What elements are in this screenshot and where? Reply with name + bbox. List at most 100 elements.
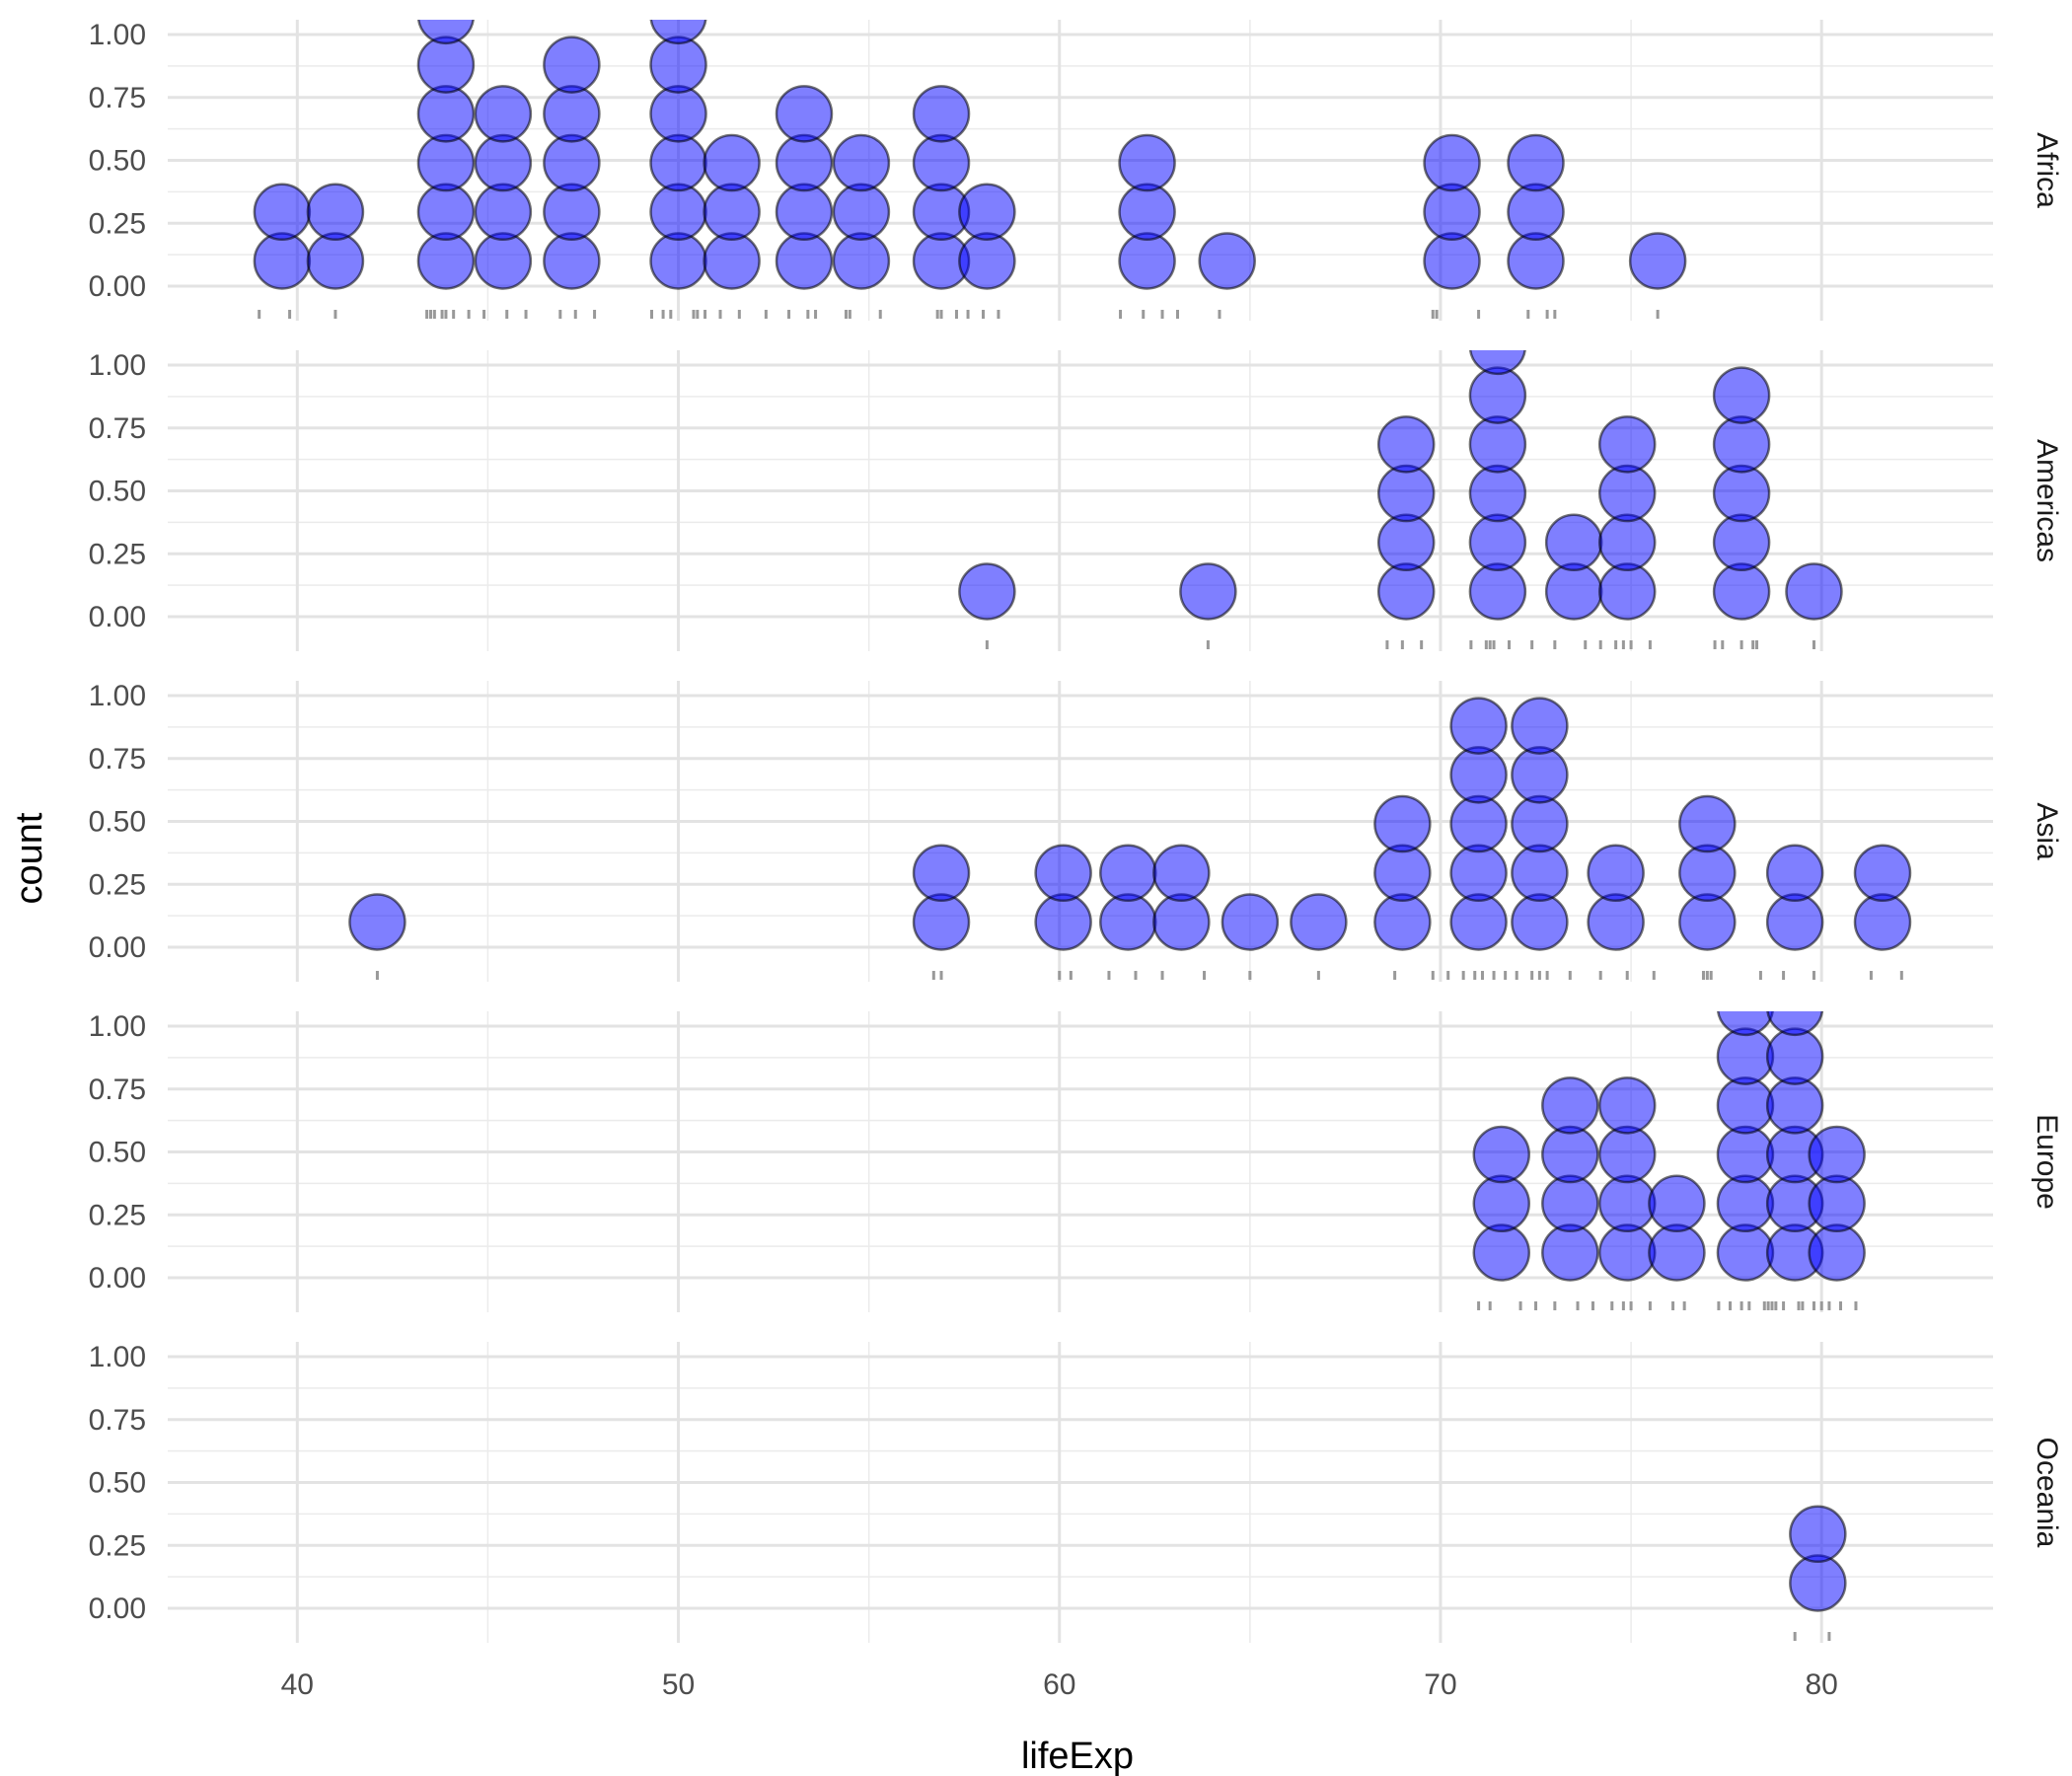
data-dot <box>1449 844 1508 903</box>
data-dot <box>1765 1076 1824 1135</box>
facet-panels: 0.00 0.25 0.50 0.75 1.00 Africa 0.00 0.25 0.50 0.… <box>89 19 2063 1643</box>
data-dot <box>1716 1027 1775 1085</box>
facet-label: Africa <box>2031 132 2063 208</box>
data-dot <box>543 183 601 242</box>
y-tick-label: 0.50 <box>89 1467 146 1500</box>
data-dot <box>416 232 476 290</box>
data-dot <box>1468 366 1527 424</box>
data-dot <box>1678 893 1737 951</box>
y-tick-label: 0.25 <box>89 207 146 240</box>
dot-layer <box>1789 1505 1847 1612</box>
y-tick-label: 1.00 <box>89 349 146 382</box>
data-dot <box>1597 1174 1657 1233</box>
x-tick-label: 80 <box>1806 1668 1838 1701</box>
data-dot <box>1034 893 1092 951</box>
facet-label: Asia <box>2031 802 2063 860</box>
dot-layer <box>253 20 1687 290</box>
data-dot <box>1628 232 1687 290</box>
data-dot <box>649 20 707 45</box>
data-dot <box>1118 183 1176 242</box>
facet-label: Oceania <box>2031 1438 2063 1548</box>
data-dot <box>649 232 707 290</box>
data-dot <box>1507 183 1565 242</box>
data-dot <box>1423 133 1481 192</box>
data-dot <box>1468 350 1526 376</box>
data-dot <box>1511 697 1569 755</box>
y-tick-label: 0.50 <box>89 476 146 508</box>
data-dot <box>543 36 601 94</box>
data-dot <box>543 85 601 143</box>
data-dot <box>474 85 533 143</box>
data-dot <box>703 232 761 290</box>
y-tick-label: 0.25 <box>89 538 146 570</box>
data-dot <box>1766 1011 1824 1037</box>
data-dot <box>832 133 891 192</box>
data-dot <box>775 183 834 242</box>
data-dot <box>1221 893 1280 951</box>
data-dot <box>1034 844 1092 903</box>
data-dot <box>912 893 971 951</box>
y-tick-label: 0.00 <box>89 931 146 964</box>
data-dot <box>1118 133 1176 192</box>
y-tick-label: 1.00 <box>89 1010 146 1043</box>
data-dot <box>1507 232 1565 290</box>
x-tick-label: 70 <box>1424 1668 1456 1701</box>
data-dot <box>1716 1125 1775 1184</box>
x-tick-label: 60 <box>1043 1668 1075 1701</box>
data-dot <box>474 133 533 192</box>
data-dot <box>1511 794 1569 853</box>
data-dot <box>1472 1223 1531 1282</box>
data-dot <box>1678 844 1737 903</box>
data-dot <box>775 85 834 143</box>
data-dot <box>1712 366 1771 424</box>
data-dot <box>1373 844 1432 903</box>
data-dot <box>416 85 476 143</box>
data-dot <box>1511 893 1569 951</box>
data-dot <box>1541 1174 1599 1233</box>
data-dot <box>832 183 891 242</box>
y-tick-label: 0.75 <box>89 412 146 445</box>
data-dot <box>1544 513 1603 572</box>
y-tick-label: 0.00 <box>89 270 146 303</box>
data-dot <box>1648 1174 1706 1233</box>
y-tick-label: 1.00 <box>89 19 146 51</box>
data-dot <box>306 183 365 242</box>
data-dot <box>253 232 312 290</box>
data-dot <box>1587 893 1645 951</box>
panel-africa: 0.00 0.25 0.50 0.75 1.00 Africa <box>89 19 2063 321</box>
data-dot <box>1507 133 1565 192</box>
dot-layer <box>348 697 1912 951</box>
panel-americas: 0.00 0.25 0.50 0.75 1.00 Americas <box>89 349 2063 651</box>
data-dot <box>1789 1554 1847 1612</box>
data-dot <box>1716 1076 1775 1135</box>
data-dot <box>912 844 971 903</box>
data-dot <box>474 183 533 242</box>
y-tick-label: 0.25 <box>89 868 146 901</box>
panel-asia: 0.00 0.25 0.50 0.75 1.00 Asia <box>89 680 2063 982</box>
data-dot <box>416 36 476 94</box>
data-dot <box>775 232 834 290</box>
data-dot <box>1597 464 1657 523</box>
data-dot <box>1468 464 1527 523</box>
dot-layer <box>1472 1011 1866 1282</box>
data-dot <box>703 183 761 242</box>
panel-oceania: 0.00 0.25 0.50 0.75 1.00 Oceania <box>89 1341 2063 1643</box>
data-dot <box>1376 415 1436 474</box>
data-dot <box>1472 1174 1531 1233</box>
x-tick-label: 50 <box>662 1668 695 1701</box>
data-dot <box>1472 1125 1531 1184</box>
data-dot <box>1544 562 1603 621</box>
data-dot <box>1373 794 1432 853</box>
data-dot <box>416 20 475 45</box>
y-tick-label: 0.75 <box>89 1404 146 1437</box>
data-dot <box>1785 562 1843 621</box>
data-dot <box>958 183 1016 242</box>
y-tick-label: 0.50 <box>89 1137 146 1169</box>
data-dot <box>1118 232 1176 290</box>
data-dot <box>1712 513 1771 572</box>
y-axis-title: count <box>9 812 50 904</box>
dot-layer <box>958 350 1843 621</box>
data-dot <box>1712 464 1771 523</box>
data-dot <box>912 133 971 192</box>
data-dot <box>1597 562 1657 621</box>
